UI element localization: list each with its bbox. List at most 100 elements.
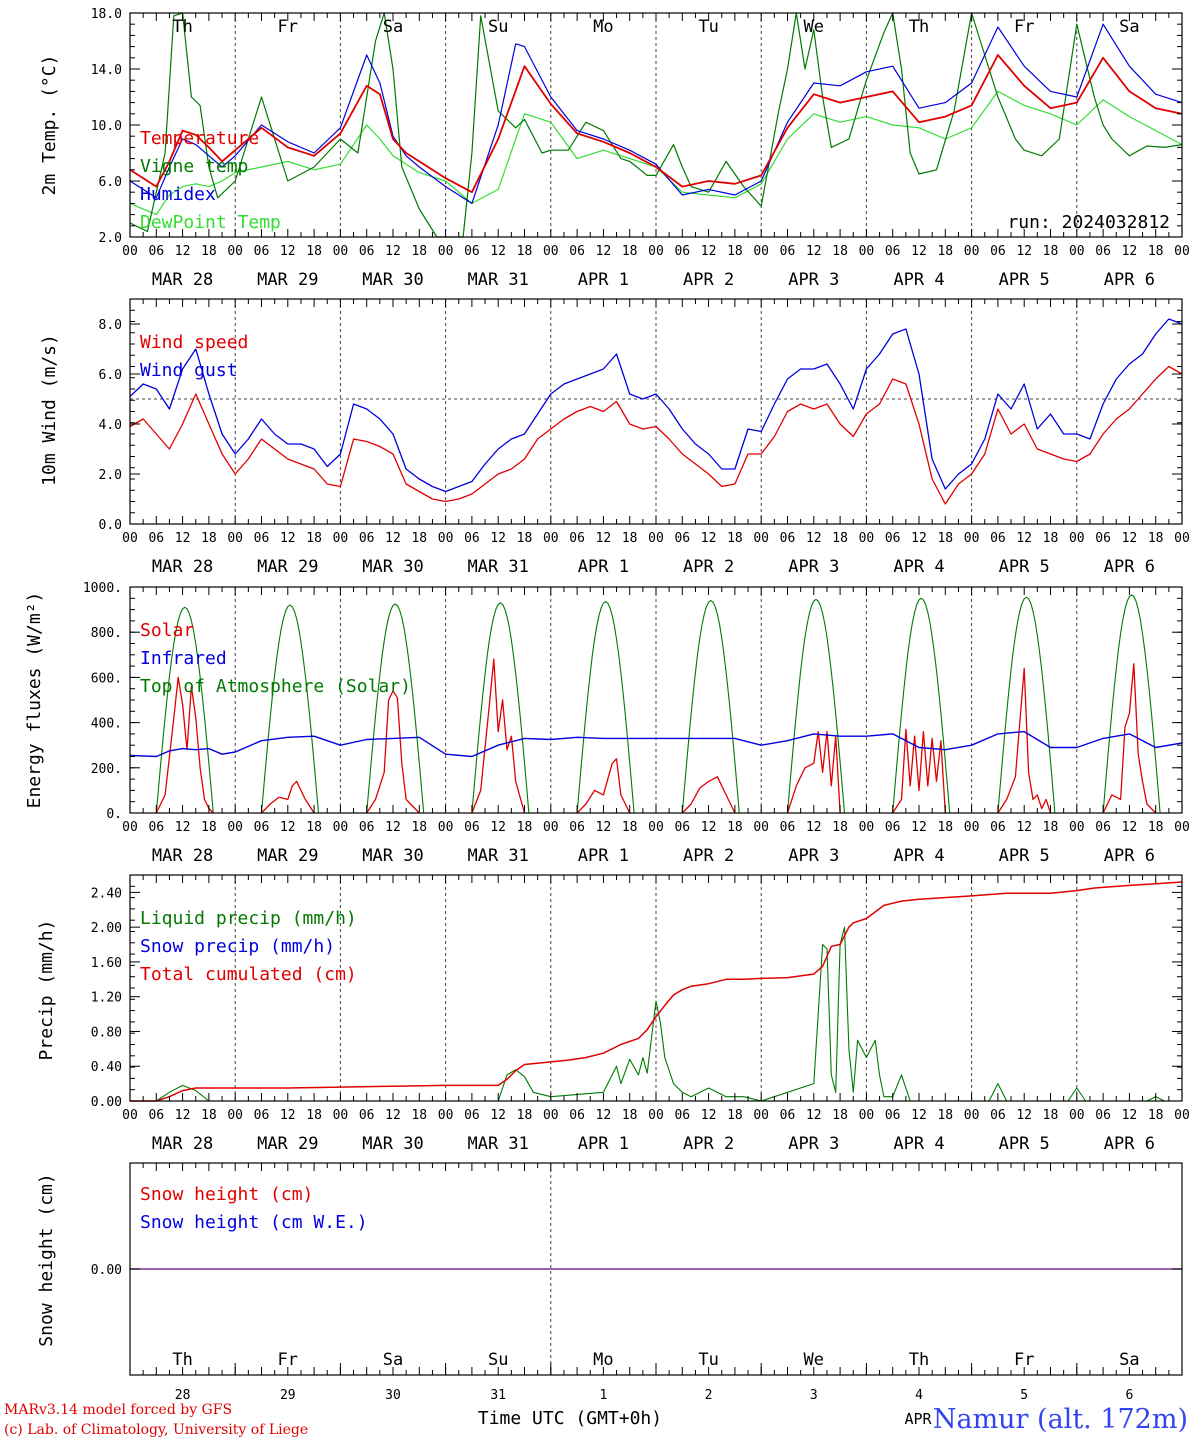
x-hour-label: 18 bbox=[201, 1108, 217, 1123]
x-hour-label: 18 bbox=[727, 1108, 743, 1123]
x-date-label: MAR 31 bbox=[467, 557, 528, 577]
weekday-label-bottom: Su bbox=[488, 1350, 508, 1370]
x-hour-label: 06 bbox=[359, 1108, 375, 1123]
x-date-label: MAR 29 bbox=[257, 1134, 318, 1154]
x-hour-label: 12 bbox=[490, 244, 506, 259]
y-tick-label: 1.20 bbox=[91, 991, 122, 1006]
x-hour-label: 12 bbox=[175, 244, 191, 259]
x-date-label: APR 5 bbox=[999, 846, 1050, 866]
x-hour-label: 12 bbox=[701, 244, 717, 259]
toa-solar-day-2 bbox=[366, 603, 425, 814]
y-tick-label: 0.0 bbox=[99, 518, 122, 533]
x-hour-label: 06 bbox=[780, 820, 796, 835]
x-hour-label: 06 bbox=[885, 820, 901, 835]
weekday-label-bottom: Tu bbox=[698, 1350, 718, 1370]
y-tick-label: 0. bbox=[106, 807, 122, 822]
x-hour-label: 12 bbox=[175, 531, 191, 546]
wind-ylabel: 10m Wind (m/s) bbox=[39, 334, 60, 486]
x-hour-label: 06 bbox=[1095, 531, 1111, 546]
y-tick-label: 1000. bbox=[83, 581, 122, 596]
snow-ylabel: Snow height (cm) bbox=[36, 1173, 57, 1346]
x-hour-label: 00 bbox=[1174, 244, 1190, 259]
x-hour-label: 06 bbox=[780, 531, 796, 546]
x-date-label: APR 2 bbox=[683, 557, 734, 577]
solar-day-8 bbox=[997, 667, 1052, 814]
x-hour-label: 12 bbox=[490, 1108, 506, 1123]
x-hour-label: 18 bbox=[517, 531, 533, 546]
x-date-label: APR 6 bbox=[1104, 270, 1155, 290]
x-hour-label: 06 bbox=[464, 1108, 480, 1123]
infrared-line bbox=[129, 730, 1183, 758]
x-hour-label: 12 bbox=[701, 820, 717, 835]
legend-solar: Solar bbox=[140, 620, 194, 641]
x-hour-label: 00 bbox=[1174, 531, 1190, 546]
weekday-label-bottom: Th bbox=[909, 1350, 929, 1370]
weekday-label: Tu bbox=[698, 17, 718, 37]
legend-liquid-precip: Liquid precip (mm/h) bbox=[140, 908, 357, 929]
y-tick-label: 2.00 bbox=[91, 921, 122, 936]
x-hour-label: 00 bbox=[333, 1108, 349, 1123]
x-hour-label: 00 bbox=[543, 820, 559, 835]
x-hour-label: 06 bbox=[674, 820, 690, 835]
x-hour-label: 18 bbox=[411, 1108, 427, 1123]
x-hour-label: 12 bbox=[806, 244, 822, 259]
weekday-label-bottom: Fr bbox=[278, 1350, 298, 1370]
x-hour-label: 06 bbox=[885, 1108, 901, 1123]
x-date-label: APR 2 bbox=[683, 1134, 734, 1154]
solar-day-9 bbox=[1102, 663, 1157, 814]
credit-line-1: MARv3.14 model forced by GFS bbox=[4, 1402, 232, 1418]
x-hour-label: 18 bbox=[622, 531, 638, 546]
x-hour-label: 06 bbox=[990, 820, 1006, 835]
x-hour-label: 00 bbox=[753, 820, 769, 835]
x-hour-label: 06 bbox=[674, 1108, 690, 1123]
x-date-label: APR 1 bbox=[578, 557, 629, 577]
x-hour-label: 06 bbox=[464, 820, 480, 835]
x-hour-label: 12 bbox=[175, 820, 191, 835]
legend-infrared: Infrared bbox=[140, 648, 227, 669]
x-hour-label: 18 bbox=[832, 531, 848, 546]
x-hour-label: 06 bbox=[885, 244, 901, 259]
y-tick-label: 1.60 bbox=[91, 956, 122, 971]
toa-solar-day-4 bbox=[576, 601, 635, 814]
x-hour-label: 00 bbox=[859, 1108, 875, 1123]
weekday-label-bottom: Sa bbox=[1119, 1350, 1139, 1370]
run-label: run: 2024032812 bbox=[1007, 212, 1170, 233]
x-date-label: APR 6 bbox=[1104, 557, 1155, 577]
x-date-label: APR 3 bbox=[788, 270, 839, 290]
weekday-label: Th bbox=[172, 17, 192, 37]
x-hour-label: 18 bbox=[832, 244, 848, 259]
solar-day-1 bbox=[261, 780, 315, 814]
x-hour-label: 06 bbox=[674, 531, 690, 546]
legend-vigne-temp: Vigne temp bbox=[140, 156, 248, 177]
x-hour-label: 00 bbox=[227, 244, 243, 259]
y-tick-label: 0.80 bbox=[91, 1025, 122, 1040]
x-hour-label: 06 bbox=[148, 820, 164, 835]
x-date-label: APR 1 bbox=[578, 1134, 629, 1154]
x-hour-label: 00 bbox=[859, 531, 875, 546]
x-hour-label: 18 bbox=[201, 531, 217, 546]
x-date-label: MAR 28 bbox=[152, 270, 213, 290]
x-hour-label: 06 bbox=[254, 1108, 270, 1123]
x-hour-label: 12 bbox=[911, 1108, 927, 1123]
weekday-label-bottom: Th bbox=[172, 1350, 192, 1370]
day-number-label: 1 bbox=[599, 1388, 607, 1403]
x-date-label: MAR 30 bbox=[362, 557, 423, 577]
weekday-label: Su bbox=[488, 17, 508, 37]
x-hour-label: 00 bbox=[333, 820, 349, 835]
x-hour-label: 00 bbox=[753, 1108, 769, 1123]
x-hour-label: 00 bbox=[1069, 820, 1085, 835]
x-date-label: MAR 28 bbox=[152, 846, 213, 866]
x-hour-label: 00 bbox=[1069, 531, 1085, 546]
x-hour-label: 00 bbox=[964, 1108, 980, 1123]
x-hour-label: 00 bbox=[1069, 1108, 1085, 1123]
y-tick-label: 0.40 bbox=[91, 1060, 122, 1075]
series-1-line bbox=[129, 12, 1183, 238]
day-number-label: 4 bbox=[915, 1388, 923, 1403]
x-hour-label: 12 bbox=[596, 820, 612, 835]
x-hour-label: 00 bbox=[543, 244, 559, 259]
y-tick-label: 800. bbox=[91, 626, 122, 641]
legend-total-cumulated: Total cumulated (cm) bbox=[140, 964, 357, 985]
x-hour-label: 06 bbox=[1095, 1108, 1111, 1123]
x-hour-label: 06 bbox=[780, 244, 796, 259]
